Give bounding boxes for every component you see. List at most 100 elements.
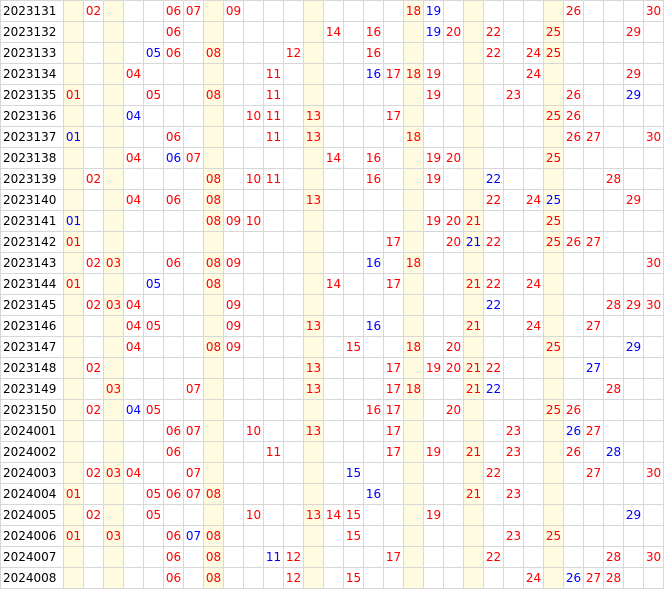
empty-cell [223,525,244,547]
number-cell: 19 [423,504,444,526]
number-cell: 04 [123,189,144,211]
empty-cell [623,168,644,190]
empty-cell [423,294,444,316]
empty-cell [143,357,164,379]
number-cell: 11 [263,105,284,127]
empty-cell [403,399,424,421]
table-row: 2023133 05 06 08 12 16 22 24 25 [0,42,664,64]
empty-cell [463,546,484,568]
empty-cell [583,378,604,400]
empty-cell [623,273,644,295]
table-row: 2023144 01 05 08 14 17 21 22 24 [0,273,664,295]
empty-cell [623,546,644,568]
empty-cell [463,462,484,484]
number-cell: 01 [63,84,84,106]
empty-cell [263,252,284,274]
empty-cell [403,504,424,526]
empty-cell [223,273,244,295]
number-cell: 02 [83,357,104,379]
number-cell: 11 [263,168,284,190]
number-cell: 04 [123,147,144,169]
empty-cell [423,378,444,400]
empty-cell [63,336,84,358]
empty-cell [403,462,424,484]
empty-cell [543,168,564,190]
empty-cell [183,42,204,64]
empty-cell [363,0,384,22]
number-cell: 10 [243,168,264,190]
number-cell: 26 [563,441,584,463]
empty-cell [563,378,584,400]
number-cell: 16 [363,42,384,64]
number-cell: 16 [363,168,384,190]
empty-cell [543,546,564,568]
empty-cell [403,147,424,169]
empty-cell [463,189,484,211]
number-cell: 12 [283,42,304,64]
period-cell: 2023135 [0,84,64,106]
number-cell: 22 [483,42,504,64]
empty-cell [643,42,664,64]
empty-cell [223,231,244,253]
number-cell: 23 [503,441,524,463]
empty-cell [363,462,384,484]
empty-cell [483,567,504,589]
empty-cell [323,294,344,316]
empty-cell [363,378,384,400]
number-cell: 11 [263,126,284,148]
empty-cell [503,357,524,379]
number-cell: 11 [263,63,284,85]
period-cell: 2023147 [0,336,64,358]
empty-cell [423,462,444,484]
empty-cell [523,336,544,358]
empty-cell [643,63,664,85]
empty-cell [643,147,664,169]
empty-cell [123,546,144,568]
empty-cell [163,294,184,316]
empty-cell [423,546,444,568]
empty-cell [343,126,364,148]
number-cell: 02 [83,504,104,526]
empty-cell [363,420,384,442]
number-cell: 07 [183,147,204,169]
empty-cell [423,231,444,253]
empty-cell [63,504,84,526]
empty-cell [103,273,124,295]
table-row: 2023131 02 06 07 09 18 19 26 30 [0,0,664,22]
table-row: 2023141 01 08 09 10 19 20 21 25 [0,210,664,232]
empty-cell [83,483,104,505]
number-cell: 20 [443,210,464,232]
empty-cell [223,168,244,190]
empty-cell [463,525,484,547]
empty-cell [443,273,464,295]
empty-cell [503,42,524,64]
number-cell: 27 [583,315,604,337]
empty-cell [563,63,584,85]
empty-cell [583,483,604,505]
empty-cell [143,567,164,589]
empty-cell [523,462,544,484]
empty-cell [203,63,224,85]
empty-cell [103,210,124,232]
empty-cell [323,525,344,547]
number-cell: 24 [523,567,544,589]
empty-cell [283,315,304,337]
empty-cell [463,420,484,442]
empty-cell [183,504,204,526]
empty-cell [63,252,84,274]
number-cell: 27 [583,567,604,589]
table-row: 2024007 06 08 11 12 17 22 28 30 [0,546,664,568]
empty-cell [283,336,304,358]
number-cell: 09 [223,294,244,316]
number-cell: 22 [483,546,504,568]
empty-cell [403,420,424,442]
empty-cell [483,336,504,358]
table-row: 2023146 04 05 09 13 16 21 24 27 [0,315,664,337]
empty-cell [123,126,144,148]
empty-cell [643,399,664,421]
number-cell: 18 [403,252,424,274]
empty-cell [443,189,464,211]
empty-cell [283,210,304,232]
number-cell: 21 [463,483,484,505]
